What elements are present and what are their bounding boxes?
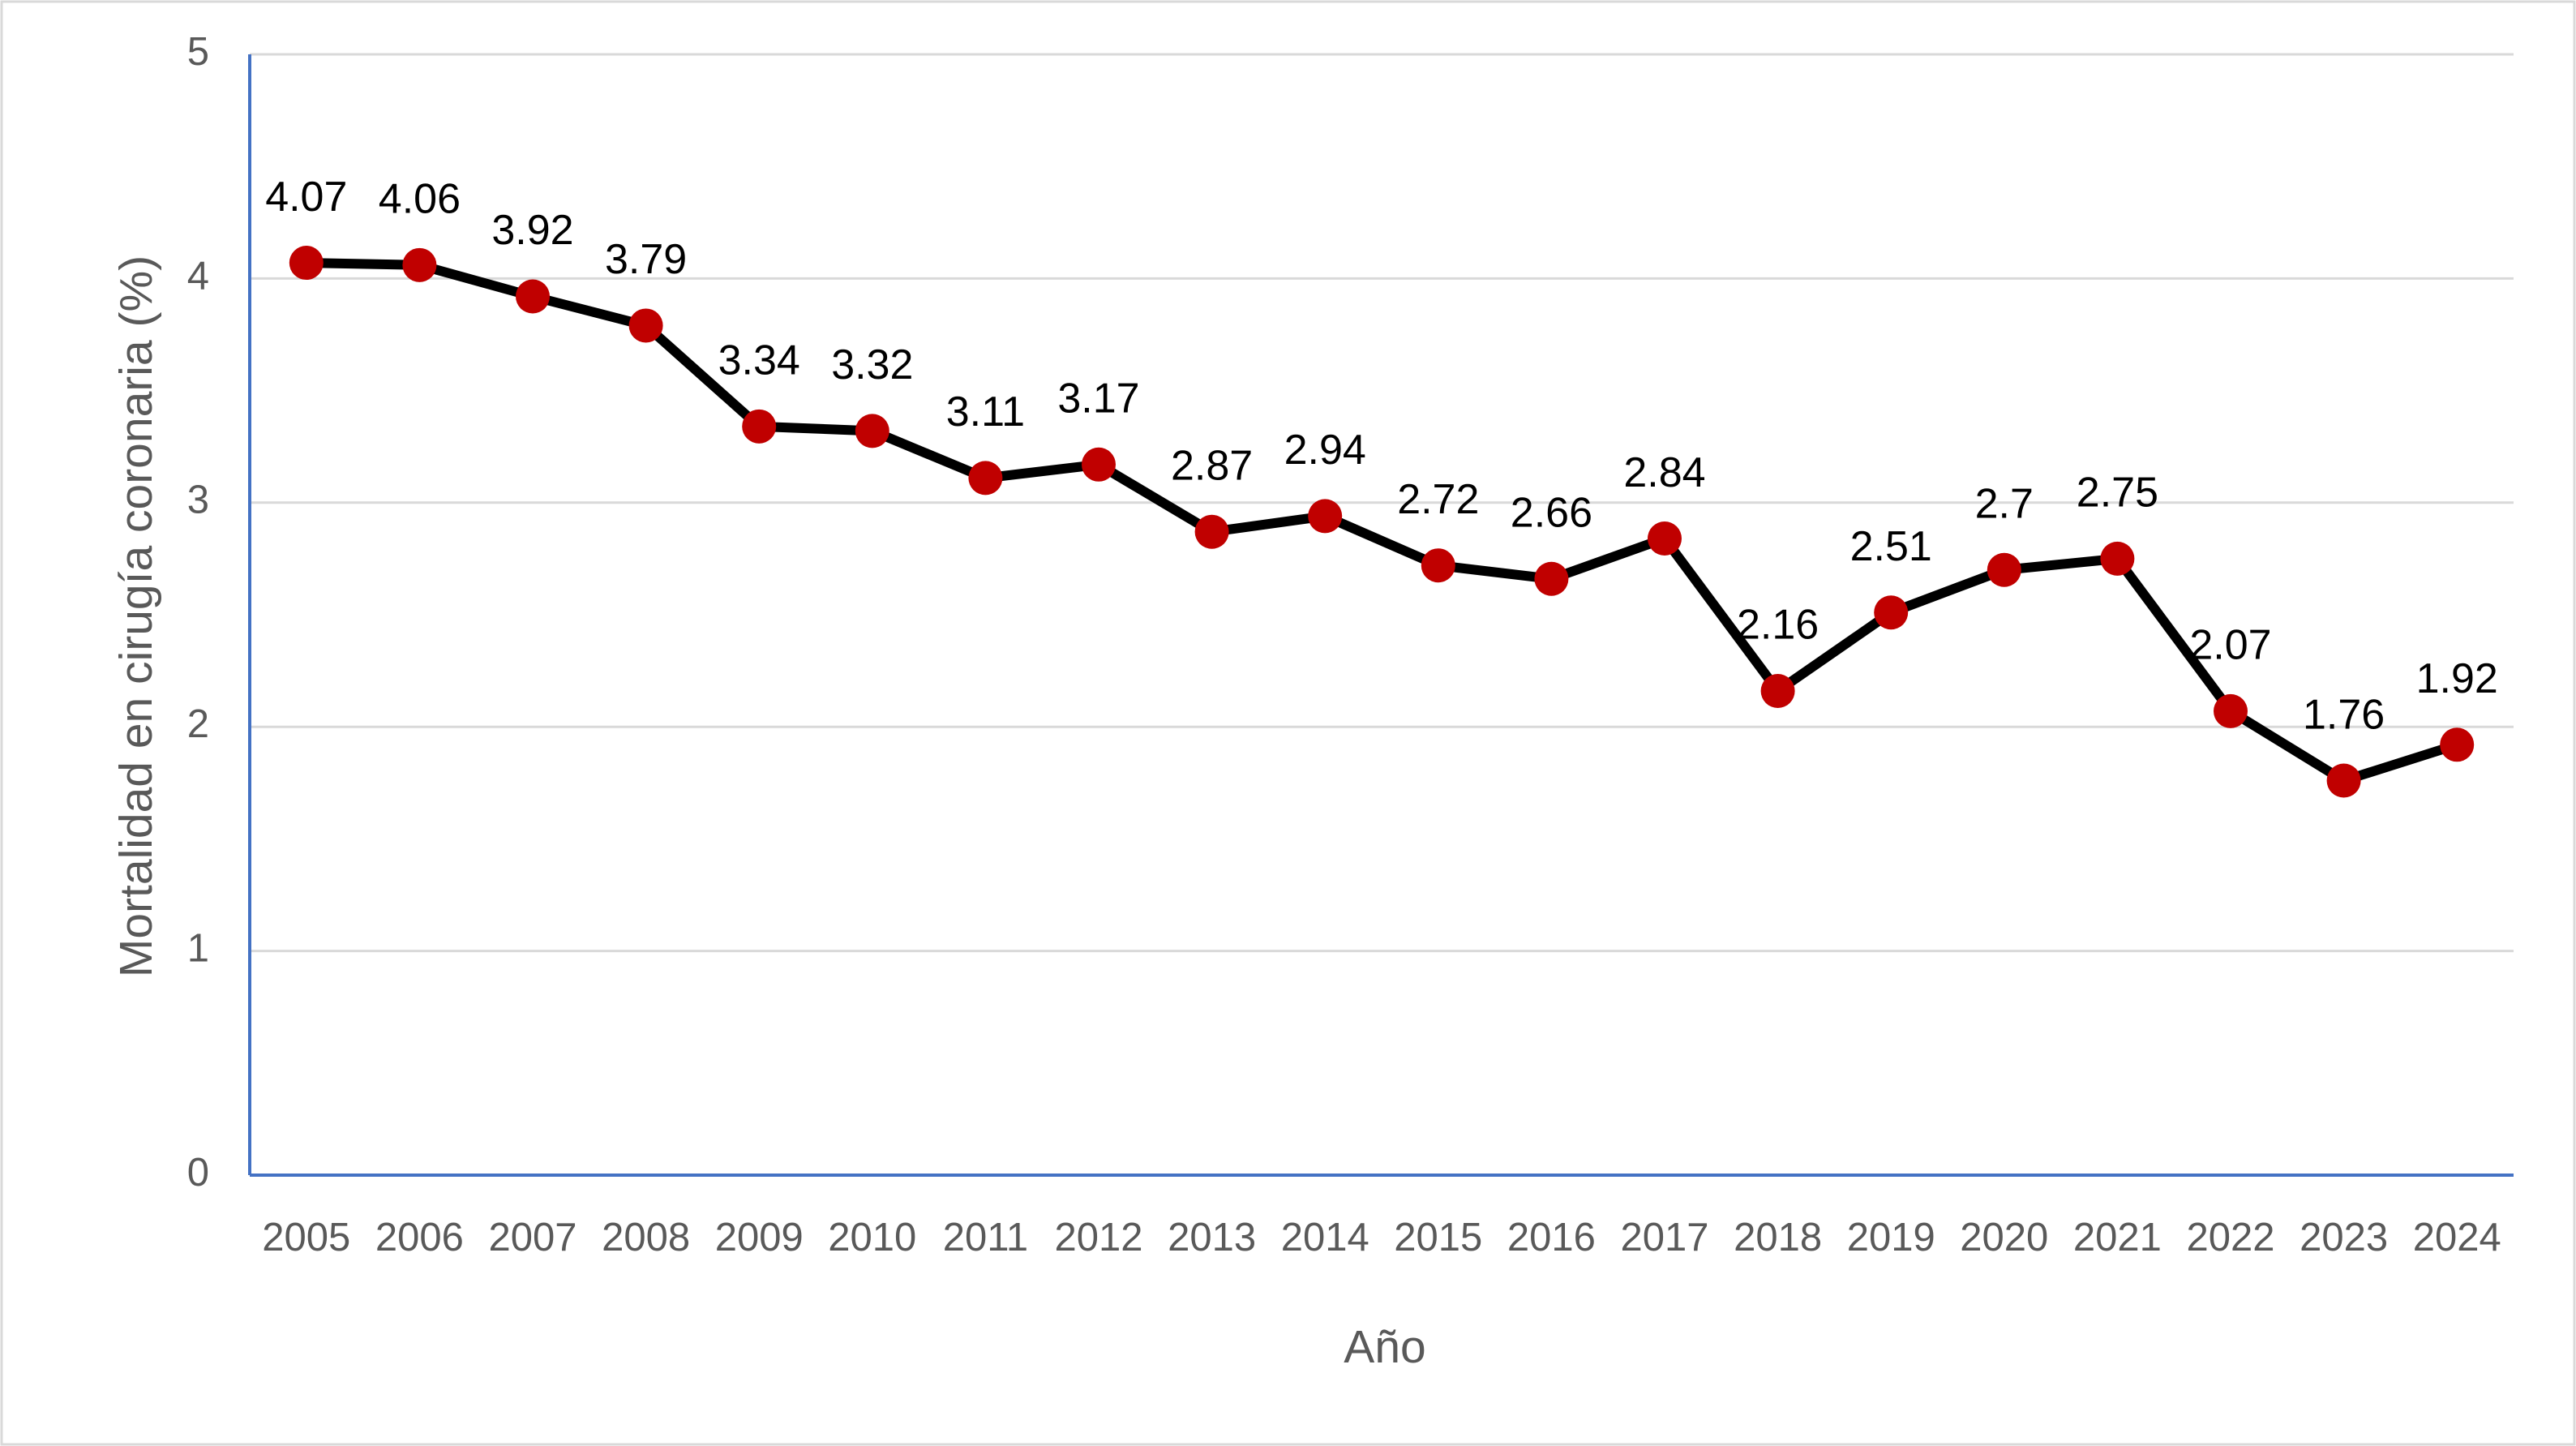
marker [516,279,550,314]
marker [1421,548,1455,583]
y-tick-label: 4 [187,254,209,298]
x-tick-label: 2008 [602,1216,690,1259]
x-tick-label: 2021 [2073,1216,2162,1259]
data-label: 3.17 [1057,375,1139,423]
x-tick-label: 2011 [943,1216,1028,1259]
x-tick-label: 2005 [262,1216,350,1259]
marker [2326,763,2361,798]
marker [1760,673,1795,708]
data-label: 2.16 [1737,602,1819,649]
data-label: 3.34 [718,337,800,384]
y-tick-label: 0 [187,1151,209,1195]
x-tick-label: 2017 [1620,1216,1708,1259]
data-label: 3.92 [491,207,573,254]
x-tick-label: 2019 [1847,1216,1935,1259]
data-label: 1.76 [2303,691,2385,738]
x-tick-label: 2018 [1734,1216,1822,1259]
marker [1194,514,1229,549]
x-tick-label: 2023 [2300,1216,2388,1259]
data-label: 4.06 [379,176,461,223]
y-tick-label: 3 [187,478,209,522]
data-label: 2.72 [1397,476,1479,523]
marker [289,246,324,281]
marker [1534,561,1569,596]
y-tick-label: 1 [187,927,209,971]
x-tick-label: 2010 [828,1216,916,1259]
x-tick-label: 2012 [1054,1216,1142,1259]
data-label: 3.11 [946,388,1025,436]
x-tick-label: 2007 [488,1216,576,1259]
line [306,258,2459,786]
data-label: 2.7 [1975,480,2034,527]
y-tick-label: 2 [187,702,209,746]
x-tick-label: 2009 [715,1216,804,1259]
x-tick-label: 2015 [1394,1216,1482,1259]
data-label: 2.94 [1284,427,1366,474]
data-label: 2.87 [1171,442,1253,489]
marker [2440,727,2475,762]
marker [742,409,777,444]
y-tick-label: 5 [187,30,209,74]
x-tick-label: 2016 [1507,1216,1596,1259]
x-tick-label: 2020 [1960,1216,2048,1259]
marker [1874,595,1909,630]
marker [1082,447,1116,482]
data-label: 3.79 [605,236,687,283]
data-label: 3.32 [831,341,913,388]
data-label: 2.07 [2189,622,2271,669]
x-tick-label: 2024 [2413,1216,2501,1259]
x-tick-label: 2022 [2186,1216,2274,1259]
marker [2214,693,2248,728]
marker [855,414,889,448]
x-tick-label: 2006 [375,1216,464,1259]
x-tick-label: 2013 [1168,1216,1256,1259]
marker [1648,521,1682,556]
marker [2100,541,2135,576]
marker [402,247,437,282]
marker [968,461,1003,496]
data-label: 4.07 [265,174,347,221]
x-axis-title: Año [1344,1321,1425,1373]
x-tick-label: 2014 [1281,1216,1369,1259]
marker [1987,552,2021,587]
data-label: 2.66 [1511,490,1592,537]
data-label: 2.51 [1850,523,1932,570]
marker [628,308,663,343]
data-label: 2.75 [2077,470,2158,517]
data-label: 2.84 [1623,449,1705,496]
marker [1308,499,1343,534]
data-label: 1.92 [2416,655,2498,702]
y-axis-title: Mortalidad en cirugía coronaria (%) [110,255,162,977]
